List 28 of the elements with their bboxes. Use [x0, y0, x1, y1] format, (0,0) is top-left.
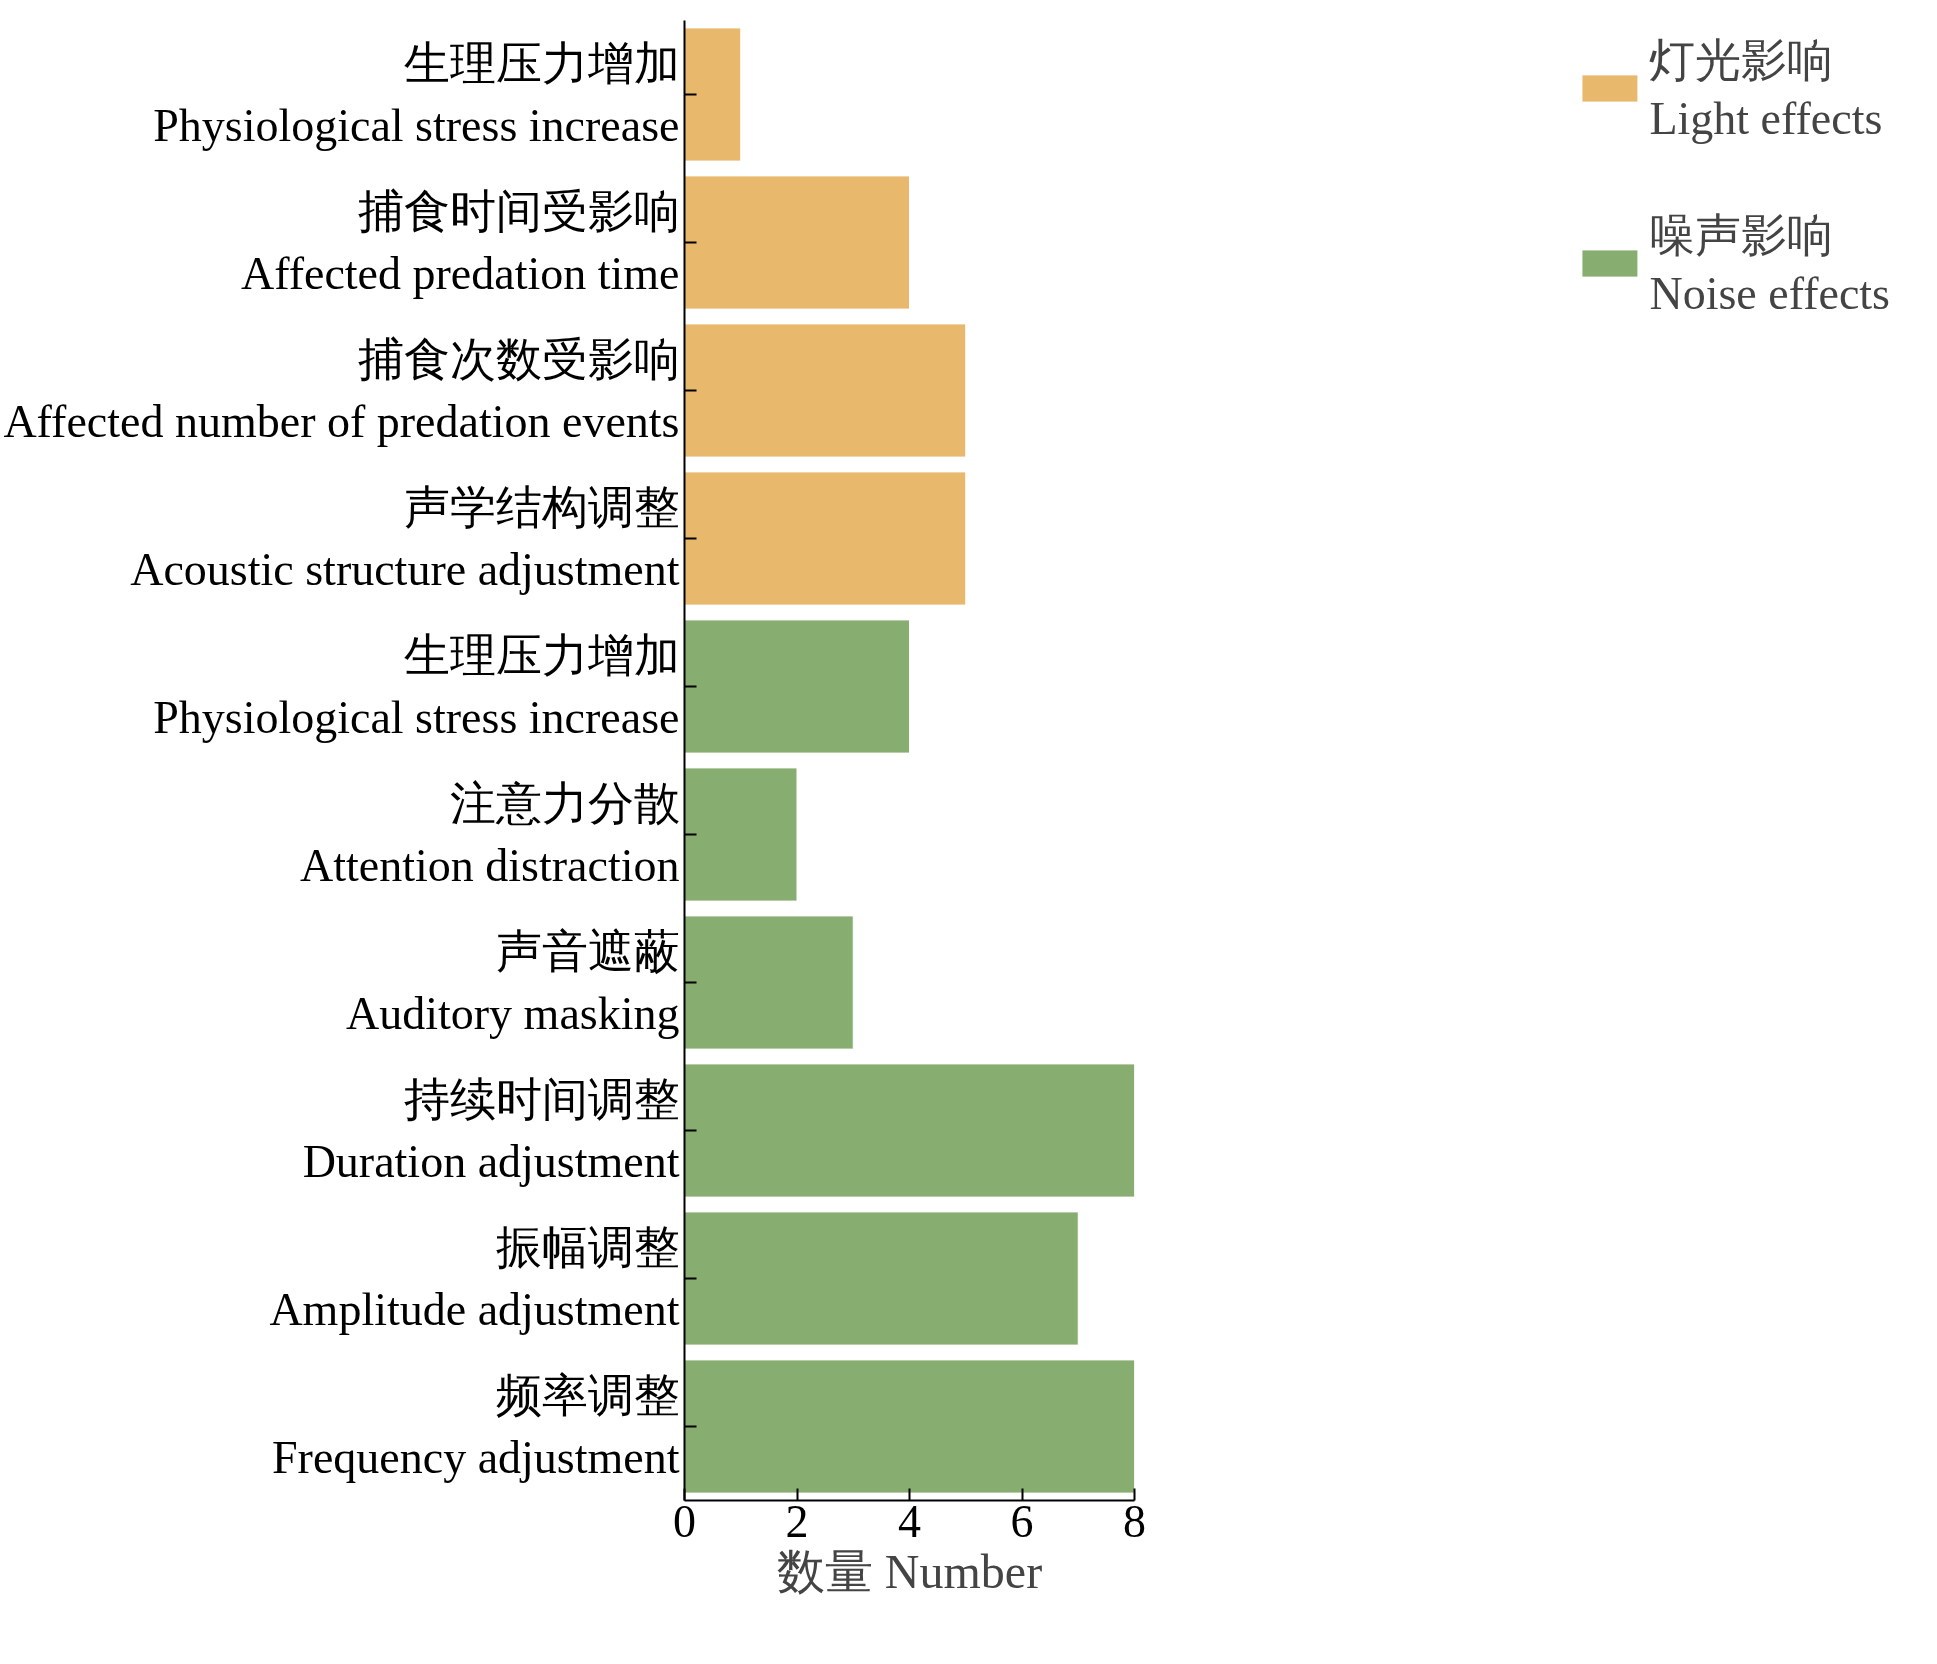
x-tick-label: 2 [785, 1495, 809, 1547]
y-tick-label: 捕食次数受影响 Affected number of predation events [3, 334, 680, 447]
x-tick-label: 8 [1123, 1495, 1146, 1547]
bar [684, 915, 854, 1050]
bar [684, 323, 967, 458]
y-tick-label: 生理压力增加 Physiological stress increase [153, 38, 680, 151]
legend-label: 噪声影响 Noise effects [1649, 209, 1890, 320]
bar [684, 1359, 1135, 1494]
y-tick-label: 生理压力增加 Physiological stress increase [153, 630, 680, 743]
bar [684, 471, 967, 606]
bar [684, 1063, 1135, 1198]
x-tick-label: 4 [898, 1495, 921, 1547]
x-tick-label: 6 [1010, 1495, 1034, 1547]
y-tick-label: 振幅调整 Amplitude adjustment [269, 1222, 680, 1335]
bar [684, 1211, 1079, 1346]
y-tick-label: 捕食时间受影响 Affected predation time [240, 186, 680, 299]
bar [684, 175, 910, 310]
y-tick-label: 声学结构调整 Acoustic structure adjustment [130, 482, 680, 595]
x-tick-label: 0 [673, 1495, 696, 1547]
bar [684, 619, 910, 754]
y-tick-label: 注意力分散 Attention distraction [300, 778, 680, 891]
bar [684, 27, 742, 162]
y-tick-label: 持续时间调整 Duration adjustment [302, 1074, 680, 1187]
legend-label: 灯光影响 Light effects [1649, 34, 1883, 145]
x-axis-title: 数量 Number [776, 1544, 1043, 1598]
y-tick-label: 声音遮蔽 Auditory masking [346, 926, 680, 1039]
y-tick-label: 频率调整 Frequency adjustment [271, 1370, 680, 1483]
bar [684, 767, 798, 902]
